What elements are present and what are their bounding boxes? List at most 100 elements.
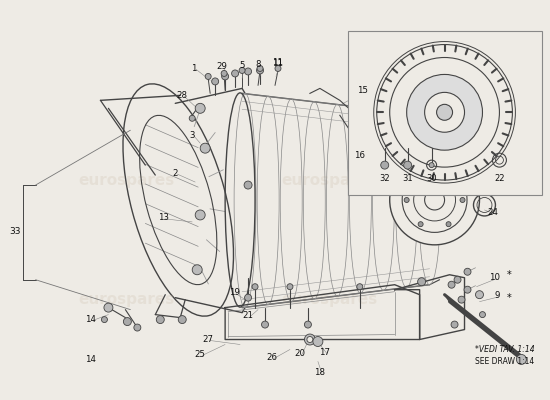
Circle shape	[262, 321, 268, 328]
Bar	[348, 30, 542, 195]
Circle shape	[458, 296, 465, 303]
Circle shape	[313, 336, 323, 346]
Ellipse shape	[123, 84, 234, 316]
Text: 31: 31	[403, 174, 413, 182]
Circle shape	[256, 67, 263, 74]
Text: *: *	[507, 270, 512, 280]
Circle shape	[221, 70, 227, 76]
Circle shape	[516, 354, 526, 364]
Text: 28: 28	[177, 91, 188, 100]
Circle shape	[417, 278, 426, 286]
Text: 10: 10	[489, 273, 500, 282]
Circle shape	[442, 153, 448, 159]
Circle shape	[245, 68, 251, 75]
Circle shape	[205, 74, 211, 80]
Circle shape	[244, 181, 252, 189]
Circle shape	[398, 109, 404, 115]
Circle shape	[212, 78, 219, 85]
Circle shape	[429, 163, 434, 168]
Text: 16: 16	[354, 151, 365, 160]
Circle shape	[418, 173, 423, 178]
Text: 13: 13	[158, 214, 169, 222]
Text: 33: 33	[9, 227, 20, 236]
Circle shape	[192, 265, 202, 275]
Circle shape	[377, 44, 513, 180]
Circle shape	[252, 284, 258, 290]
Text: 25: 25	[195, 350, 206, 359]
Circle shape	[448, 281, 455, 288]
Circle shape	[425, 92, 465, 132]
Circle shape	[195, 103, 205, 113]
Text: 18: 18	[315, 368, 326, 377]
Circle shape	[307, 336, 313, 342]
Text: 5: 5	[239, 61, 245, 70]
Text: 22: 22	[494, 174, 505, 182]
Text: eurospares: eurospares	[282, 172, 378, 188]
Circle shape	[287, 284, 293, 290]
Circle shape	[381, 161, 389, 169]
Text: SEE DRAW 1:14: SEE DRAW 1:14	[475, 357, 535, 366]
Text: 9: 9	[495, 291, 500, 300]
Circle shape	[189, 115, 195, 121]
Text: 8: 8	[255, 60, 261, 69]
Ellipse shape	[425, 190, 444, 210]
Circle shape	[156, 316, 164, 324]
Circle shape	[446, 222, 451, 227]
Circle shape	[104, 303, 113, 312]
Circle shape	[406, 74, 482, 150]
Text: 17: 17	[320, 348, 331, 357]
Circle shape	[417, 114, 426, 122]
Circle shape	[134, 324, 141, 331]
Text: 14: 14	[85, 355, 96, 364]
Circle shape	[239, 68, 245, 74]
Circle shape	[418, 222, 423, 227]
Circle shape	[404, 161, 411, 169]
Circle shape	[404, 198, 409, 202]
Circle shape	[305, 334, 315, 345]
Circle shape	[514, 100, 524, 110]
Text: 32: 32	[379, 174, 390, 182]
Text: 11: 11	[272, 58, 283, 67]
Text: 11: 11	[272, 59, 283, 68]
Circle shape	[305, 321, 311, 328]
Circle shape	[123, 318, 131, 326]
Text: 19: 19	[229, 288, 240, 297]
Circle shape	[464, 268, 471, 275]
Circle shape	[232, 70, 239, 77]
Circle shape	[460, 198, 465, 202]
Circle shape	[222, 73, 229, 80]
Circle shape	[200, 143, 210, 153]
Circle shape	[357, 284, 363, 290]
Circle shape	[367, 160, 372, 165]
Text: 30: 30	[426, 174, 437, 182]
Text: 7: 7	[425, 103, 430, 112]
Text: 1: 1	[191, 64, 197, 73]
Text: 15: 15	[358, 86, 368, 95]
Circle shape	[454, 276, 461, 283]
Circle shape	[275, 66, 281, 72]
Circle shape	[257, 66, 263, 72]
Circle shape	[101, 316, 107, 322]
Circle shape	[486, 109, 492, 115]
Text: eurospares: eurospares	[79, 172, 175, 188]
Text: 26: 26	[267, 353, 278, 362]
Circle shape	[437, 104, 453, 120]
Text: 29: 29	[217, 62, 228, 71]
Circle shape	[442, 66, 448, 72]
Ellipse shape	[390, 155, 480, 245]
Circle shape	[245, 294, 251, 301]
Circle shape	[480, 312, 486, 318]
Circle shape	[451, 321, 458, 328]
Circle shape	[476, 291, 483, 299]
Text: 3: 3	[189, 131, 195, 140]
Circle shape	[464, 286, 471, 293]
Circle shape	[178, 316, 186, 324]
Circle shape	[446, 173, 451, 178]
Text: *VEDI TAV. 1:14: *VEDI TAV. 1:14	[475, 345, 535, 354]
Text: 2: 2	[173, 168, 178, 178]
Circle shape	[372, 127, 378, 133]
Text: *: *	[507, 293, 512, 303]
Text: 14: 14	[85, 315, 96, 324]
Text: 24: 24	[487, 208, 498, 218]
Text: 21: 21	[243, 311, 254, 320]
